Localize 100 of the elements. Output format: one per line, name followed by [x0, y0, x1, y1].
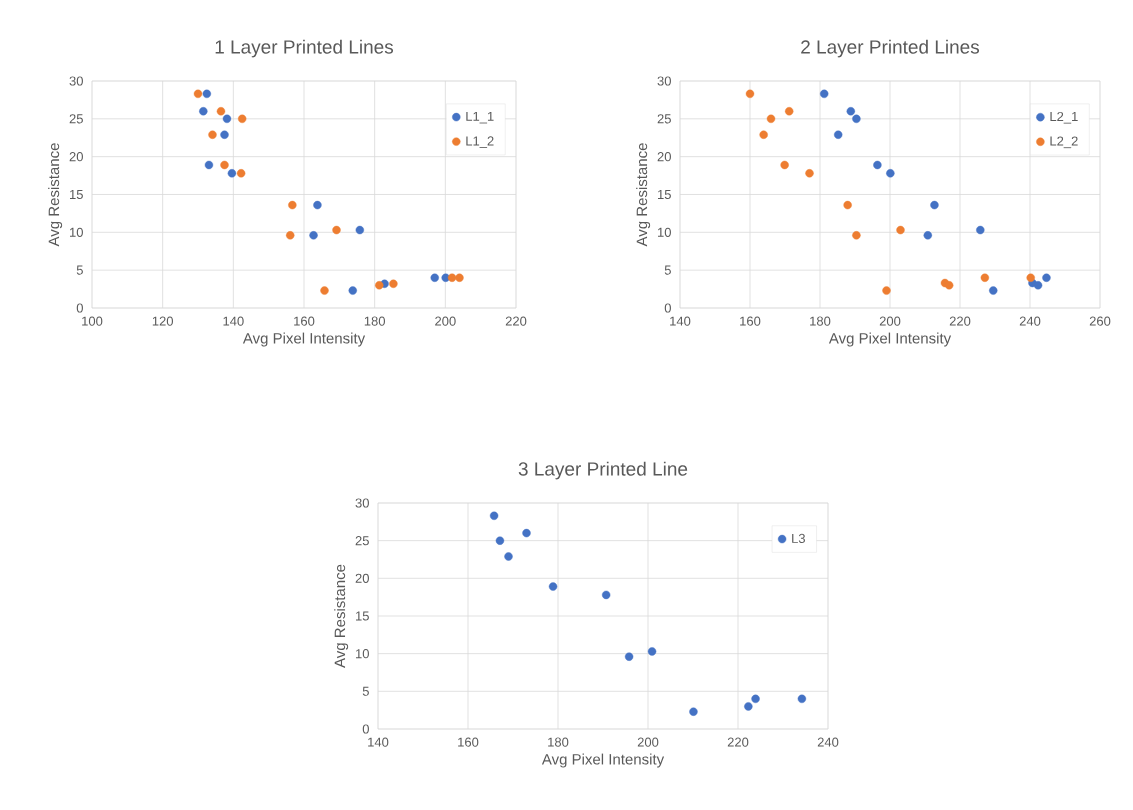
y-tick-label: 20: [69, 152, 83, 162]
y-tick-label: 5: [76, 265, 83, 275]
point: [751, 694, 760, 704]
point: [455, 273, 464, 282]
point: [227, 169, 237, 178]
legend-label: L1_2: [466, 136, 494, 148]
point: [647, 647, 657, 656]
point: [852, 231, 861, 240]
x-tick-label: 180: [810, 316, 831, 326]
point: [222, 114, 232, 124]
y-axis-title: Avg Resistance: [636, 143, 651, 247]
point: [288, 200, 297, 210]
x-tick-label: 200: [879, 316, 901, 326]
x-tick-label: 220: [505, 316, 527, 326]
point: [759, 130, 768, 139]
chart-title: 1 Layer Printed Lines: [215, 39, 394, 58]
x-tick-label: 140: [223, 316, 244, 326]
point: [320, 286, 329, 295]
y-tick-label: 15: [658, 189, 671, 200]
point: [780, 160, 789, 170]
y-tick-label: 30: [355, 498, 369, 508]
y-tick-label: 30: [69, 76, 83, 86]
y-tick-label: 5: [664, 265, 671, 275]
point: [332, 225, 341, 235]
x-tick-label: 140: [670, 316, 691, 326]
y-tick-label: 25: [657, 114, 671, 124]
point: [944, 281, 954, 290]
point: [237, 114, 247, 124]
y-tick-label: 10: [658, 227, 671, 237]
point: [886, 169, 895, 178]
x-tick-label: 160: [740, 316, 761, 326]
x-tick-label: 260: [1089, 316, 1111, 326]
point: [548, 582, 558, 591]
point: [980, 273, 990, 282]
point: [204, 160, 214, 170]
point: [689, 707, 698, 716]
point: [489, 511, 499, 520]
y-tick-label: 20: [355, 573, 369, 583]
x-tick-label: 240: [1019, 316, 1041, 326]
point: [873, 160, 882, 170]
y-tick-label: 15: [356, 611, 369, 621]
point: [930, 200, 939, 210]
point: [504, 552, 513, 561]
y-tick-label: 0: [76, 303, 83, 313]
point: [220, 160, 229, 170]
y-tick-label: 25: [69, 114, 83, 124]
point: [805, 169, 814, 178]
point: [199, 107, 208, 116]
y-tick-label: 25: [355, 536, 369, 546]
point: [202, 89, 212, 99]
chart-title: 3 Layer Printed Line: [518, 461, 688, 480]
point: [1033, 281, 1043, 290]
legend-label: L3: [792, 533, 805, 543]
point: [286, 231, 295, 240]
point: [355, 225, 365, 235]
point: [785, 107, 794, 116]
point: [522, 528, 531, 538]
y-tick-label: 10: [70, 227, 83, 237]
x-tick-label: 140: [368, 737, 389, 747]
point: [348, 286, 357, 295]
point: [624, 652, 634, 661]
x-axis-title: Avg Pixel Intensity: [828, 332, 952, 347]
point: [313, 200, 322, 210]
x-tick-label: 240: [817, 737, 839, 747]
point: [375, 281, 384, 290]
point: [744, 702, 753, 711]
point: [1026, 273, 1035, 282]
point: [236, 169, 246, 178]
point: [882, 286, 891, 295]
legend-label: L1_1: [466, 111, 494, 124]
chart-title: 2 Layer Printed Lines: [801, 39, 980, 58]
point: [846, 107, 856, 116]
point: [745, 89, 755, 99]
point: [447, 273, 457, 282]
point: [495, 536, 505, 545]
y-tick-label: 10: [356, 649, 369, 659]
point: [220, 130, 229, 139]
point: [389, 279, 398, 288]
x-tick-label: 180: [548, 737, 569, 747]
y-axis-title: Avg Resistance: [48, 143, 63, 247]
x-tick-label: 120: [152, 316, 174, 326]
point: [820, 89, 829, 99]
legend-label: L2_2: [1050, 136, 1078, 149]
y-tick-label: 0: [664, 303, 671, 313]
x-tick-label: 200: [435, 316, 456, 326]
x-tick-label: 180: [364, 316, 386, 326]
y-axis-title: Avg Resistance: [334, 564, 349, 668]
point: [208, 130, 217, 139]
point: [923, 231, 933, 240]
y-tick-label: 0: [362, 724, 369, 734]
point: [309, 231, 318, 240]
point: [601, 590, 611, 600]
point: [834, 130, 843, 139]
y-tick-label: 5: [362, 686, 369, 696]
x-tick-label: 160: [294, 316, 315, 326]
point: [766, 114, 776, 124]
x-tick-label: 220: [949, 316, 971, 326]
y-tick-label: 30: [657, 76, 671, 86]
point: [843, 200, 852, 210]
x-tick-label: 160: [458, 737, 479, 747]
